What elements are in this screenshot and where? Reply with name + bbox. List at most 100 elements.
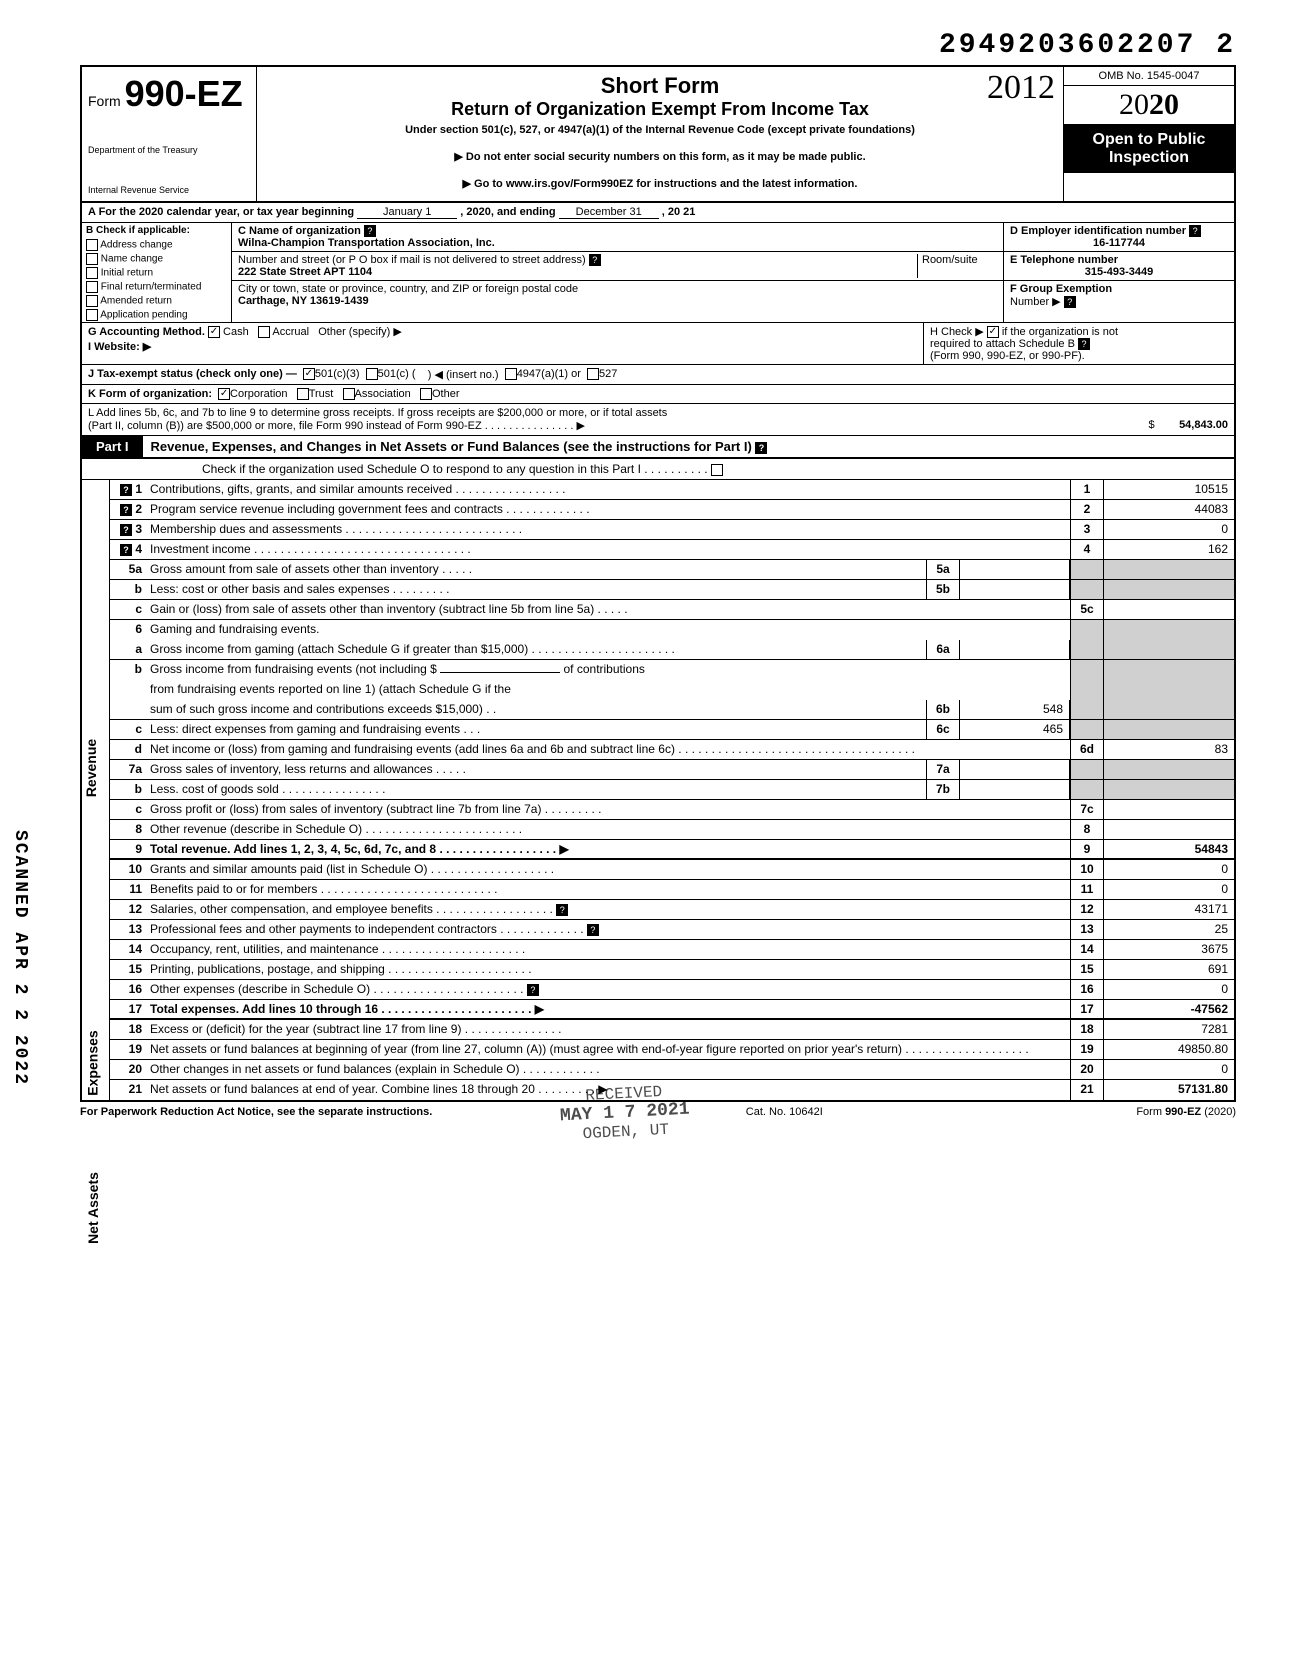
check-o-text: Check if the organization used Schedule … (202, 462, 708, 476)
help-icon[interactable]: ? (1189, 225, 1201, 237)
city-label: City or town, state or province, country… (238, 283, 578, 295)
chk-address-change[interactable]: Address change (82, 238, 231, 252)
line-3: ? 3 Membership dues and assessments . . … (110, 520, 1234, 540)
chk-501c3[interactable] (303, 368, 315, 380)
help-icon[interactable]: ? (556, 904, 568, 916)
line-text: Other changes in net assets or fund bala… (146, 1060, 1070, 1079)
chk-accrual[interactable] (258, 326, 270, 338)
footer-center: Cat. No. 10642I (432, 1106, 1136, 1118)
line-text: Occupancy, rent, utilities, and maintena… (146, 940, 1070, 959)
chk-trust[interactable] (297, 388, 309, 400)
chk-527[interactable] (587, 368, 599, 380)
line-num: 12 (110, 900, 146, 919)
line-rn: 9 (1070, 840, 1104, 858)
chk-final-return[interactable]: Final return/terminated (82, 280, 231, 294)
header-right: OMB No. 1545-0047 2020 Open to Public In… (1064, 67, 1234, 201)
k-o4: Other (432, 388, 460, 400)
h-line1: H Check ▶ (930, 326, 984, 338)
chk-501c[interactable] (366, 368, 378, 380)
addr-row: Number and street (or P O box if mail is… (232, 252, 1003, 281)
line-rv: 54843 (1104, 840, 1234, 858)
line-mv (960, 580, 1070, 599)
form-number: Form 990-EZ (88, 73, 250, 115)
l-line1: L Add lines 5b, 6c, and 7b to line 9 to … (88, 407, 1228, 419)
help-icon[interactable]: ? (120, 544, 132, 556)
footer-right-form: 990-EZ (1165, 1106, 1201, 1118)
page-footer: For Paperwork Reduction Act Notice, see … (80, 1106, 1236, 1118)
shaded-cell (1104, 680, 1234, 700)
chk-other-org[interactable] (420, 388, 432, 400)
help-icon[interactable]: ? (527, 984, 539, 996)
room-label: Room/suite (922, 254, 978, 266)
inspection-box: Open to Public Inspection (1064, 125, 1234, 173)
help-icon[interactable]: ? (1064, 296, 1076, 308)
chk-name-change[interactable]: Name change (82, 252, 231, 266)
h-line3: (Form 990, 990-EZ, or 990-PF). (930, 350, 1085, 362)
line-9: 9 Total revenue. Add lines 1, 2, 3, 4, 5… (110, 840, 1234, 860)
l6b-t1: Gross income from fundraising events (no… (150, 662, 437, 676)
line-text: Net income or (loss) from gaming and fun… (146, 740, 1070, 759)
help-icon[interactable]: ? (755, 442, 767, 454)
line-rv: 7281 (1104, 1020, 1234, 1039)
shaded-cell (1104, 700, 1234, 719)
line-text: Net assets or fund balances at end of ye… (146, 1080, 1070, 1100)
help-icon[interactable]: ? (587, 924, 599, 936)
line-5a: 5a Gross amount from sale of assets othe… (110, 560, 1234, 580)
addr-label: Number and street (or P O box if mail is… (238, 254, 586, 266)
row-h: H Check ▶ if the organization is not req… (924, 323, 1234, 364)
i-website: I Website: ▶ (88, 340, 917, 353)
ein-value: 16-117744 (1010, 237, 1228, 249)
line-rv: 0 (1104, 520, 1234, 539)
footer-right: Form 990-EZ (2020) (1136, 1106, 1236, 1118)
line-num: 11 (110, 880, 146, 899)
chk-schedule-o[interactable] (711, 464, 723, 476)
shaded-cell (1104, 640, 1234, 659)
j-o4: 527 (599, 368, 617, 381)
col-b: B Check if applicable: Address change Na… (82, 223, 232, 322)
line-text: Benefits paid to or for members . . . . … (146, 880, 1070, 899)
title-return: Return of Organization Exempt From Incom… (267, 99, 1053, 120)
chk-cash[interactable] (208, 326, 220, 338)
line-num: 16 (110, 980, 146, 999)
group-ex-label2: Number ▶ (1010, 296, 1061, 308)
line-text: sum of such gross income and contributio… (146, 700, 926, 719)
line-text: Other expenses (describe in Schedule O) … (146, 980, 1070, 999)
side-expenses: Expenses (85, 1031, 101, 1096)
line-text: from fundraising events reported on line… (146, 680, 1070, 700)
chk-assoc[interactable] (343, 388, 355, 400)
line-text: Membership dues and assessments . . . . … (146, 520, 1070, 539)
line-text: Gross income from gaming (attach Schedul… (146, 640, 926, 659)
line-rv: 10515 (1104, 480, 1234, 499)
chk-4947[interactable] (505, 368, 517, 380)
chk-corp[interactable] (218, 388, 230, 400)
line-rv: 3675 (1104, 940, 1234, 959)
arrow-line-2: ▶ Go to www.irs.gov/Form990EZ for instru… (267, 177, 1053, 190)
chk-initial-return[interactable]: Initial return (82, 266, 231, 280)
part-1-check-o: Check if the organization used Schedule … (80, 459, 1236, 480)
k-o1: Corporation (230, 388, 287, 400)
help-icon[interactable]: ? (120, 484, 132, 496)
line-text: Gross income from fundraising events (no… (146, 660, 1070, 680)
help-icon[interactable]: ? (120, 504, 132, 516)
chk-h[interactable] (987, 326, 999, 338)
line-num: 6 (110, 620, 146, 640)
footer-right-prefix: Form (1136, 1106, 1165, 1118)
inspection-line2: Inspection (1066, 149, 1232, 167)
help-icon[interactable]: ? (1078, 338, 1090, 350)
chk-application-pending[interactable]: Application pending (82, 308, 231, 322)
line-rv: 0 (1104, 880, 1234, 899)
help-icon[interactable]: ? (364, 225, 376, 237)
help-icon[interactable]: ? (589, 254, 601, 266)
j-o3: 4947(a)(1) or (517, 368, 581, 381)
shaded-cell (1070, 680, 1104, 700)
line-20: 20 Other changes in net assets or fund b… (110, 1060, 1234, 1080)
group-ex-label: F Group Exemption (1010, 283, 1112, 295)
line-num: 3 (135, 522, 142, 536)
line-5c: c Gain or (loss) from sale of assets oth… (110, 600, 1234, 620)
help-icon[interactable]: ? (120, 524, 132, 536)
line-num: 15 (110, 960, 146, 979)
line-text: Excess or (deficit) for the year (subtra… (146, 1020, 1070, 1039)
row-a-text2: , 2020, and ending (460, 206, 555, 218)
chk-amended-return[interactable]: Amended return (82, 294, 231, 308)
line-text: Contributions, gifts, grants, and simila… (146, 480, 1070, 499)
